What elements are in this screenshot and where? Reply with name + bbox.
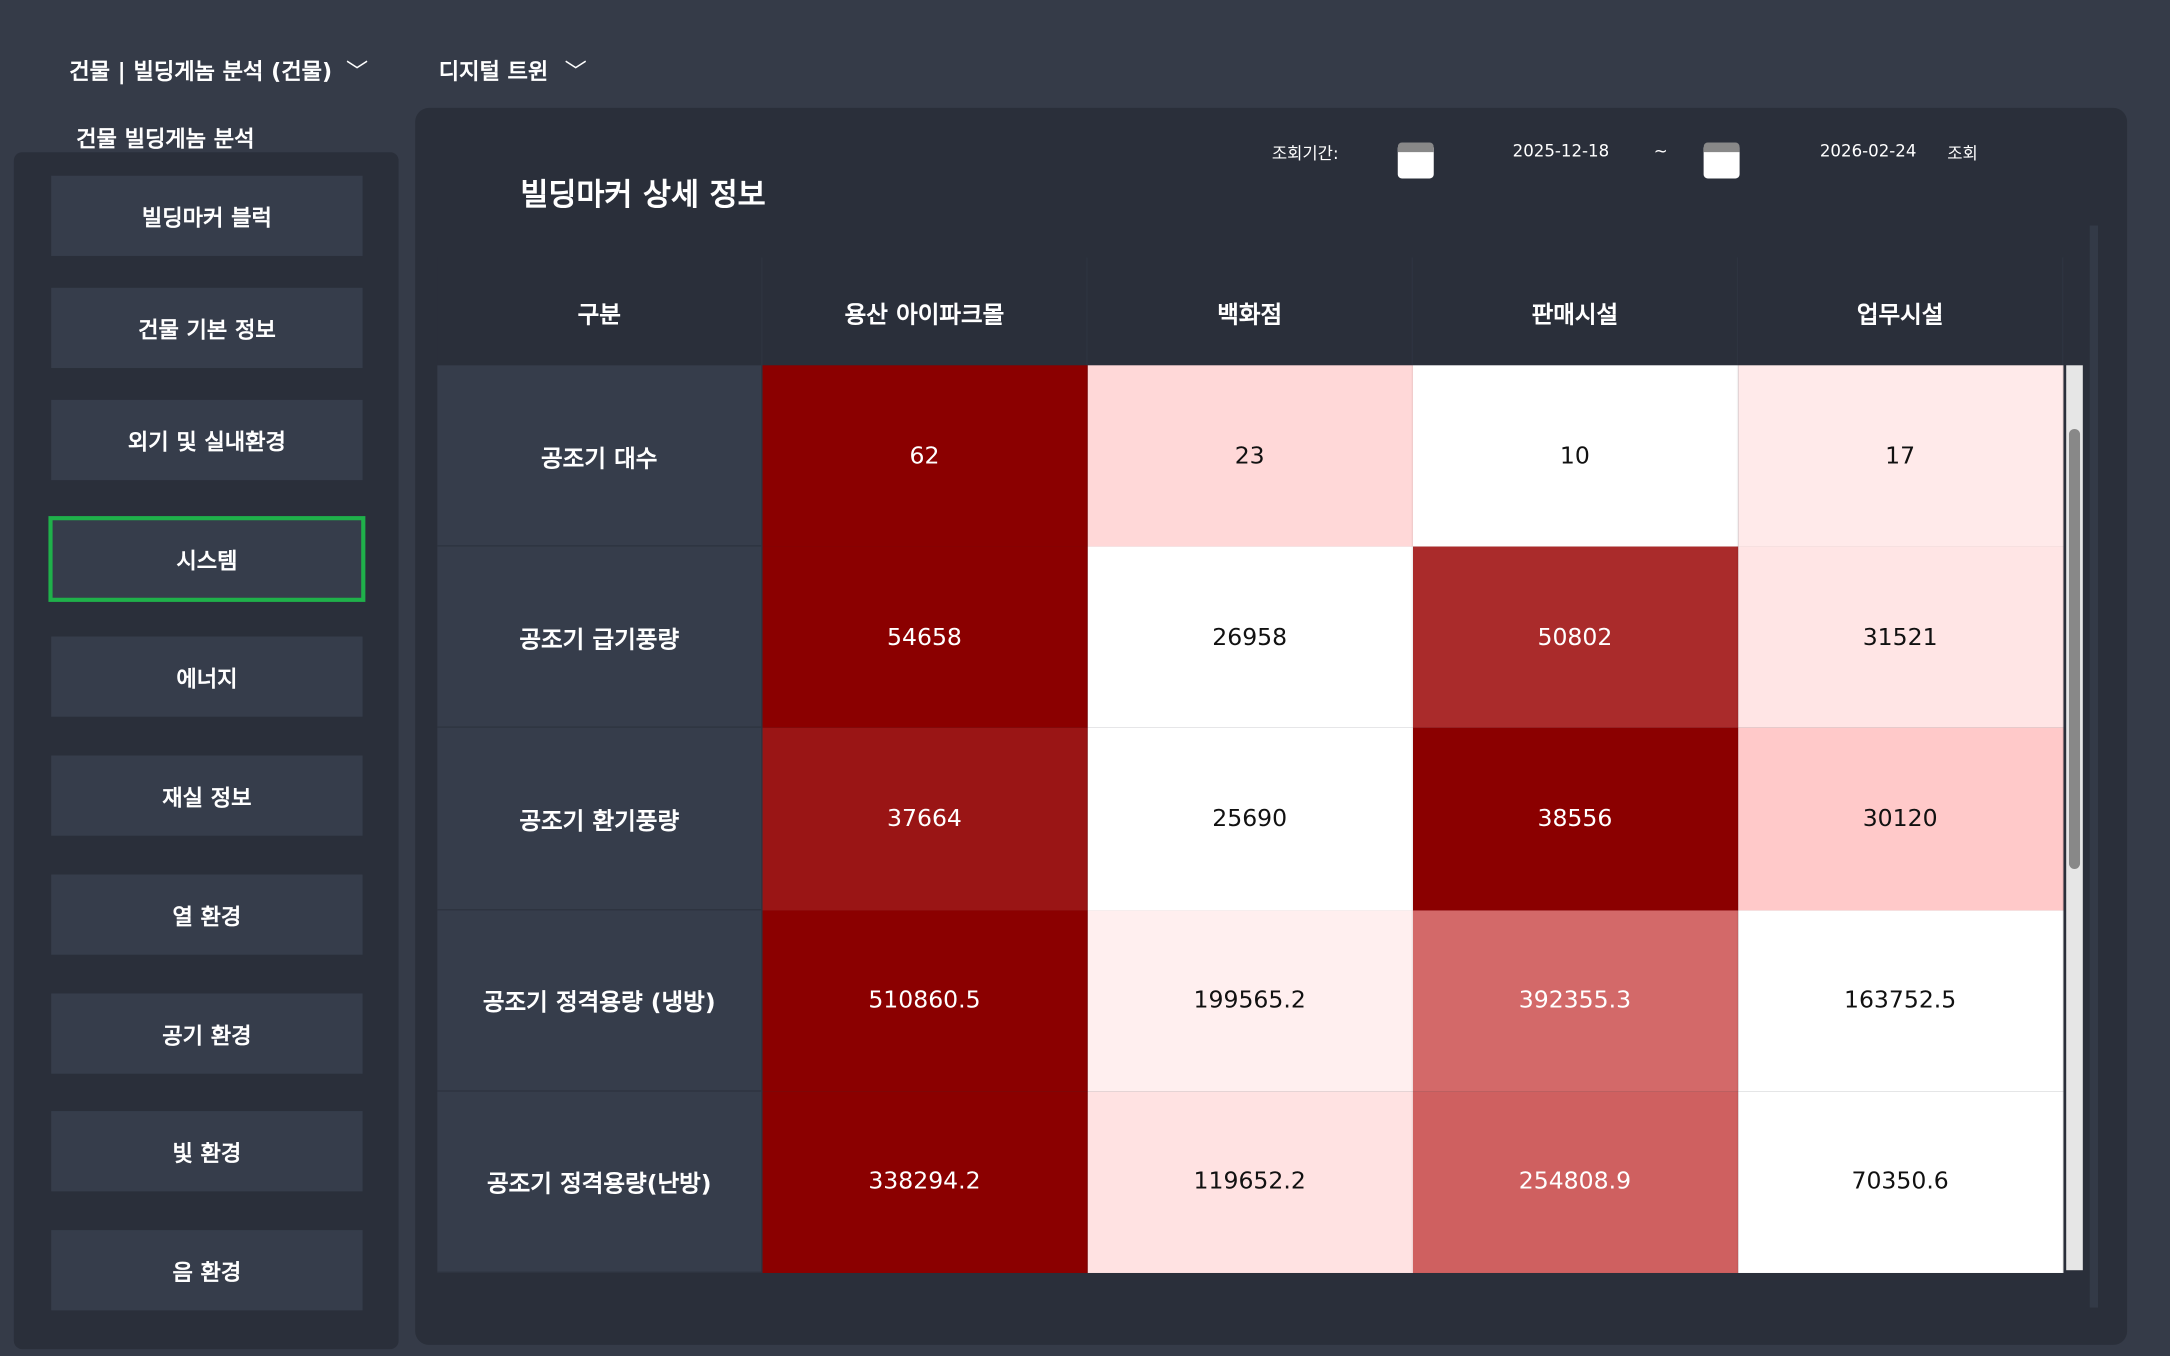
calendar-icon[interactable]: [1397, 142, 1434, 179]
menu-button[interactable]: 빛 환경: [51, 1111, 363, 1192]
menu-button[interactable]: 건물 기본 정보: [51, 287, 363, 369]
column-header: 용산 아이파크몰: [762, 257, 1088, 366]
menu-button[interactable]: 에너지: [51, 636, 363, 717]
panel-title: 빌딩마커 상세 정보: [520, 178, 766, 214]
heat-cell: 23: [1087, 365, 1413, 547]
heat-cell: 338294.2: [762, 1091, 1088, 1273]
heat-cell: 392355.3: [1412, 909, 1739, 1092]
heat-cell: 510860.5: [762, 909, 1088, 1092]
row-label: 공조기 정격용량 (냉방): [437, 909, 763, 1092]
row-label: 공조기 대수: [437, 365, 763, 547]
start-date[interactable]: 2025-12-18: [1512, 141, 1610, 161]
heat-cell: 17: [1738, 365, 2064, 547]
menu-button[interactable]: 시스템: [48, 516, 366, 602]
scroll-track: [2089, 225, 2099, 1308]
heat-cell: 163752.5: [1738, 909, 2064, 1092]
heat-cell: 254808.9: [1412, 1091, 1739, 1273]
menu-button[interactable]: 열 환경: [51, 874, 363, 955]
end-date[interactable]: 2026-02-24: [1819, 141, 1917, 161]
heat-cell: 62: [762, 365, 1088, 547]
menu-button[interactable]: 재실 정보: [51, 755, 363, 836]
heat-cell: 37664: [762, 728, 1088, 910]
heat-cell: 50802: [1412, 546, 1739, 729]
heat-cell: 30120: [1738, 728, 2064, 910]
twin-menu[interactable]: 디지털 트윈: [438, 58, 549, 85]
menu-button[interactable]: 외기 및 실내환경: [51, 399, 363, 481]
row-label: 공조기 환기풍량: [437, 728, 763, 910]
column-header: 구분: [437, 257, 763, 366]
menu-button[interactable]: 빌딩마커 블럭: [51, 175, 363, 256]
scrollbar[interactable]: [2066, 365, 2083, 1271]
column-header: 백화점: [1087, 257, 1413, 366]
date-separator: ~: [1653, 141, 1668, 161]
heat-cell: 54658: [762, 546, 1088, 729]
dropdown-arrow[interactable]: ﹀: [345, 58, 369, 85]
sidebar-title: 건물 빌딩게놈 분석: [76, 125, 255, 153]
heat-cell: 26958: [1087, 546, 1413, 729]
column-header: 판매시설: [1412, 257, 1739, 366]
menu-button[interactable]: 음 환경: [51, 1230, 363, 1311]
heat-cell: 38556: [1412, 728, 1739, 910]
heat-cell: 199565.2: [1087, 909, 1413, 1092]
column-header: 업무시설: [1738, 257, 2064, 366]
row-label: 공조기 정격용량(난방): [437, 1091, 763, 1273]
period-label: 조회기간:: [1271, 143, 1339, 164]
heat-cell: 70350.6: [1738, 1091, 2064, 1273]
heat-cell: 25690: [1087, 728, 1413, 910]
dropdown-arrow[interactable]: ﹀: [564, 58, 587, 85]
heat-cell: 119652.2: [1087, 1091, 1413, 1273]
calendar-icon[interactable]: [1703, 142, 1740, 179]
heat-cell: 10: [1412, 365, 1739, 547]
heat-cell: 31521: [1738, 546, 2064, 729]
menu-button[interactable]: 공기 환경: [51, 993, 363, 1074]
search-button[interactable]: 조회: [1947, 143, 1978, 164]
scroll-thumb[interactable]: [2068, 428, 2081, 869]
breadcrumb[interactable]: 건물 | 빌딩게놈 분석 (건물): [69, 58, 333, 85]
row-label: 공조기 급기풍량: [437, 546, 763, 729]
